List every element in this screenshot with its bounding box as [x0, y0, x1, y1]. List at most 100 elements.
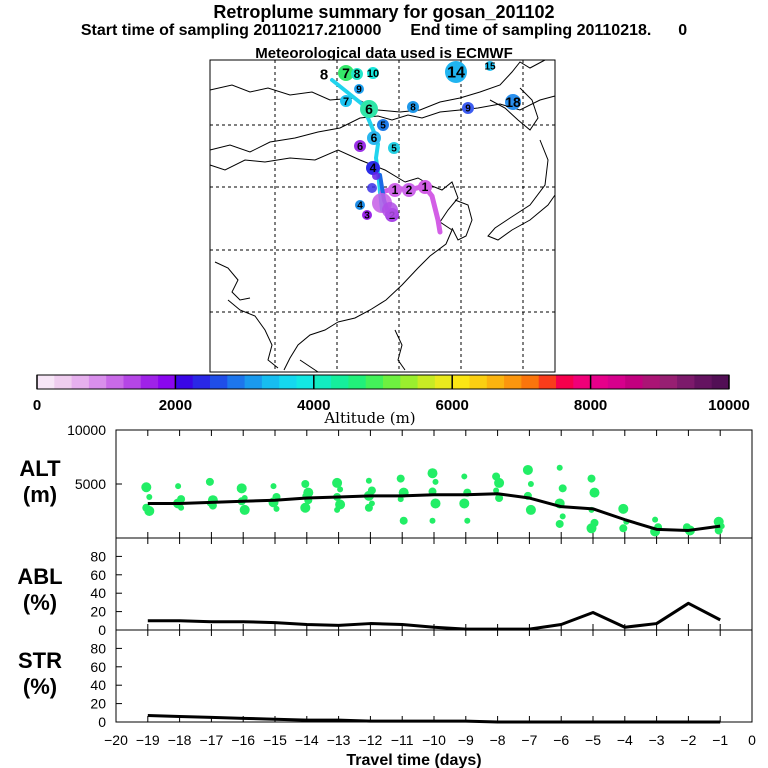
colorbar-swatch	[417, 375, 436, 389]
scatter-point	[527, 481, 534, 487]
marker-circle	[338, 65, 354, 81]
marker-circle	[485, 61, 495, 71]
scatter-point	[337, 486, 344, 493]
scatter-point	[301, 480, 310, 488]
y-tick-label: 5000	[75, 476, 106, 492]
marker-label: 18	[505, 94, 521, 110]
map-gridlines	[210, 60, 555, 372]
marker-circle	[505, 94, 521, 110]
marker-circle	[462, 102, 474, 114]
colorbar-tick-label: 0	[33, 397, 41, 414]
marker-circle	[367, 67, 379, 79]
trajectory-markers: 878101415976891856564121432	[320, 61, 521, 222]
scatter-point	[493, 487, 500, 494]
border-north	[209, 59, 546, 113]
marker-circle	[407, 101, 419, 113]
marker-label: 4	[370, 161, 377, 175]
colorbar-tick-label: 8000	[574, 397, 607, 414]
x-tick-label: −5	[585, 732, 601, 748]
colorbar-swatch	[469, 375, 488, 389]
border-mongolia	[209, 95, 556, 153]
colorbar-swatch	[210, 375, 228, 389]
southeast-asia-coast	[283, 321, 339, 371]
scatter-point	[364, 503, 373, 512]
marker-circle	[340, 95, 352, 107]
scatter-point	[334, 506, 341, 513]
colorbar-tick-label: 10000	[708, 397, 750, 414]
scatter-point	[586, 523, 597, 534]
scatter-point	[652, 516, 659, 523]
marker-label: 15	[484, 62, 496, 73]
y-tick-label: 40	[90, 677, 106, 693]
x-tick-label: −19	[136, 732, 160, 748]
x-axis-label: Travel time (days)	[346, 752, 481, 768]
colorbar-swatch	[227, 375, 246, 389]
x-tick-label: −2	[680, 732, 696, 748]
scatter-point	[178, 504, 185, 511]
marker-label: 5	[380, 121, 386, 132]
scatter-point	[556, 464, 563, 471]
map-frame	[209, 59, 556, 373]
panel-label-unit: (m)	[23, 482, 57, 507]
colorbar-swatch	[192, 375, 211, 389]
y-tick-label: 20	[90, 604, 106, 620]
x-tick-label: −16	[231, 732, 255, 748]
y-tick-label: 0	[98, 714, 106, 730]
x-tick-label: −10	[422, 732, 446, 748]
end-time-label: End time of sampling 20110218.	[410, 22, 652, 39]
scatter-point	[618, 503, 629, 514]
x-tick-label: −12	[359, 732, 383, 748]
scatter-point	[495, 494, 504, 503]
scatter-point	[619, 524, 628, 533]
retroplume-map: 878101415976891856564121432	[209, 59, 556, 373]
y-tick-label: 80	[90, 640, 106, 656]
marker-label: 6	[371, 131, 378, 145]
indochina-border	[227, 299, 279, 369]
y-tick-label: 60	[90, 659, 106, 675]
marker-label: 1	[422, 180, 429, 194]
marker-label: 7	[342, 65, 350, 81]
x-tick-label: −13	[327, 732, 351, 748]
x-tick-label: −18	[168, 732, 192, 748]
x-tick-label: −20	[104, 732, 128, 748]
colorbar-swatch	[556, 375, 574, 389]
x-tick-label: 0	[748, 732, 756, 748]
colorbar-swatch	[71, 375, 90, 389]
colorbar-swatch	[607, 375, 626, 389]
scatter-point	[300, 502, 311, 513]
marker-circle	[355, 200, 365, 210]
y-tick-label: 80	[90, 548, 106, 564]
colorbar-swatch	[590, 375, 609, 389]
colorbar-swatch	[37, 375, 55, 389]
scatter-point	[365, 477, 372, 484]
marker-label: 9	[356, 85, 362, 96]
marker-circle	[362, 210, 372, 220]
korea-coast	[451, 199, 473, 241]
colorbar-swatch	[711, 375, 730, 389]
plume-blob	[372, 172, 380, 180]
colorbar-swatch	[521, 375, 540, 389]
scatter-point	[397, 496, 404, 503]
china-coast	[337, 177, 459, 323]
scatter-point	[396, 474, 405, 483]
panel-frame	[115, 629, 753, 723]
colorbar-swatch	[88, 375, 107, 389]
vietnam-coast	[299, 359, 319, 373]
marker-label: 5	[391, 144, 397, 155]
colorbar-swatch	[313, 375, 332, 389]
colorbar-swatch	[106, 375, 124, 389]
x-tick-label: −11	[391, 732, 414, 748]
met-data-label: Meteorological data used is ECMWF	[255, 45, 513, 62]
panel-frame	[115, 537, 753, 631]
colorbar-swatch	[400, 375, 419, 389]
colorbar-swatch	[452, 375, 470, 389]
colorbar-swatch	[538, 375, 557, 389]
colorbar-swatch	[158, 375, 176, 389]
start-time-label: Start time of sampling 20110217.210000	[80, 22, 382, 39]
marker-circle	[351, 68, 363, 80]
marker-circle	[388, 142, 400, 154]
scatter-point	[236, 483, 247, 494]
marker-circle	[354, 140, 366, 152]
scatter-point	[144, 506, 155, 516]
